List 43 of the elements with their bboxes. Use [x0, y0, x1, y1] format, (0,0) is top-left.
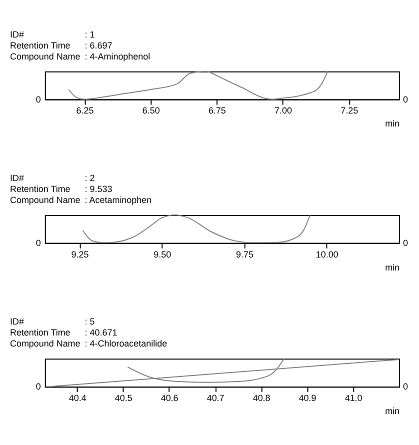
x-tick-label: 6.75 — [208, 106, 226, 116]
x-axis-title: min — [385, 406, 400, 416]
text: 0 — [36, 94, 41, 104]
x-tick-label: 40.6 — [160, 393, 178, 404]
x-tick-label: 40.9 — [298, 393, 316, 404]
text: 0 — [36, 238, 41, 248]
text: ID# — [10, 316, 24, 327]
text: : 4-Aminophenol — [84, 51, 150, 62]
text: Compound Name — [10, 338, 80, 349]
text: : 40.671 — [84, 328, 118, 338]
x-axis-title: min — [385, 118, 400, 129]
x-tick-label: 6.50 — [142, 106, 160, 116]
text: : 1 — [84, 29, 95, 40]
text: 0 — [403, 238, 408, 248]
text: : 9.533 — [84, 184, 112, 194]
x-tick-label: 9.75 — [236, 249, 254, 260]
text: Compound Name — [10, 51, 80, 62]
text: 0 — [403, 94, 408, 104]
x-tick-label: 9.50 — [154, 249, 172, 260]
x-tick-label: 40.4 — [68, 393, 86, 404]
text: Compound Name — [10, 195, 80, 206]
x-tick-label: 6.25 — [76, 106, 94, 116]
text: : 2 — [84, 173, 95, 184]
x-tick-label: 40.7 — [206, 393, 224, 404]
text: ID# — [10, 173, 24, 184]
text: ID# — [10, 29, 24, 40]
x-tick-label: 41.0 — [344, 393, 362, 404]
text: : 4-Chloroacetanilide — [84, 338, 168, 349]
text: : 5 — [84, 316, 95, 327]
x-tick-label: 40.5 — [114, 393, 132, 404]
text: : Acetaminophen — [84, 195, 152, 206]
x-tick-label: 10.00 — [316, 249, 338, 260]
x-tick-label: 7.25 — [340, 106, 358, 116]
x-tick-label: 40.8 — [252, 393, 270, 404]
text: Retention Time — [10, 328, 70, 338]
text: Retention Time — [10, 184, 70, 194]
text: Retention Time — [10, 40, 70, 50]
text: 0 — [403, 382, 408, 392]
x-axis-title: min — [385, 262, 400, 272]
x-tick-label: 9.25 — [71, 249, 89, 260]
text: 0 — [36, 382, 41, 392]
text: : 6.697 — [84, 40, 112, 50]
x-tick-label: 7.00 — [274, 106, 292, 116]
